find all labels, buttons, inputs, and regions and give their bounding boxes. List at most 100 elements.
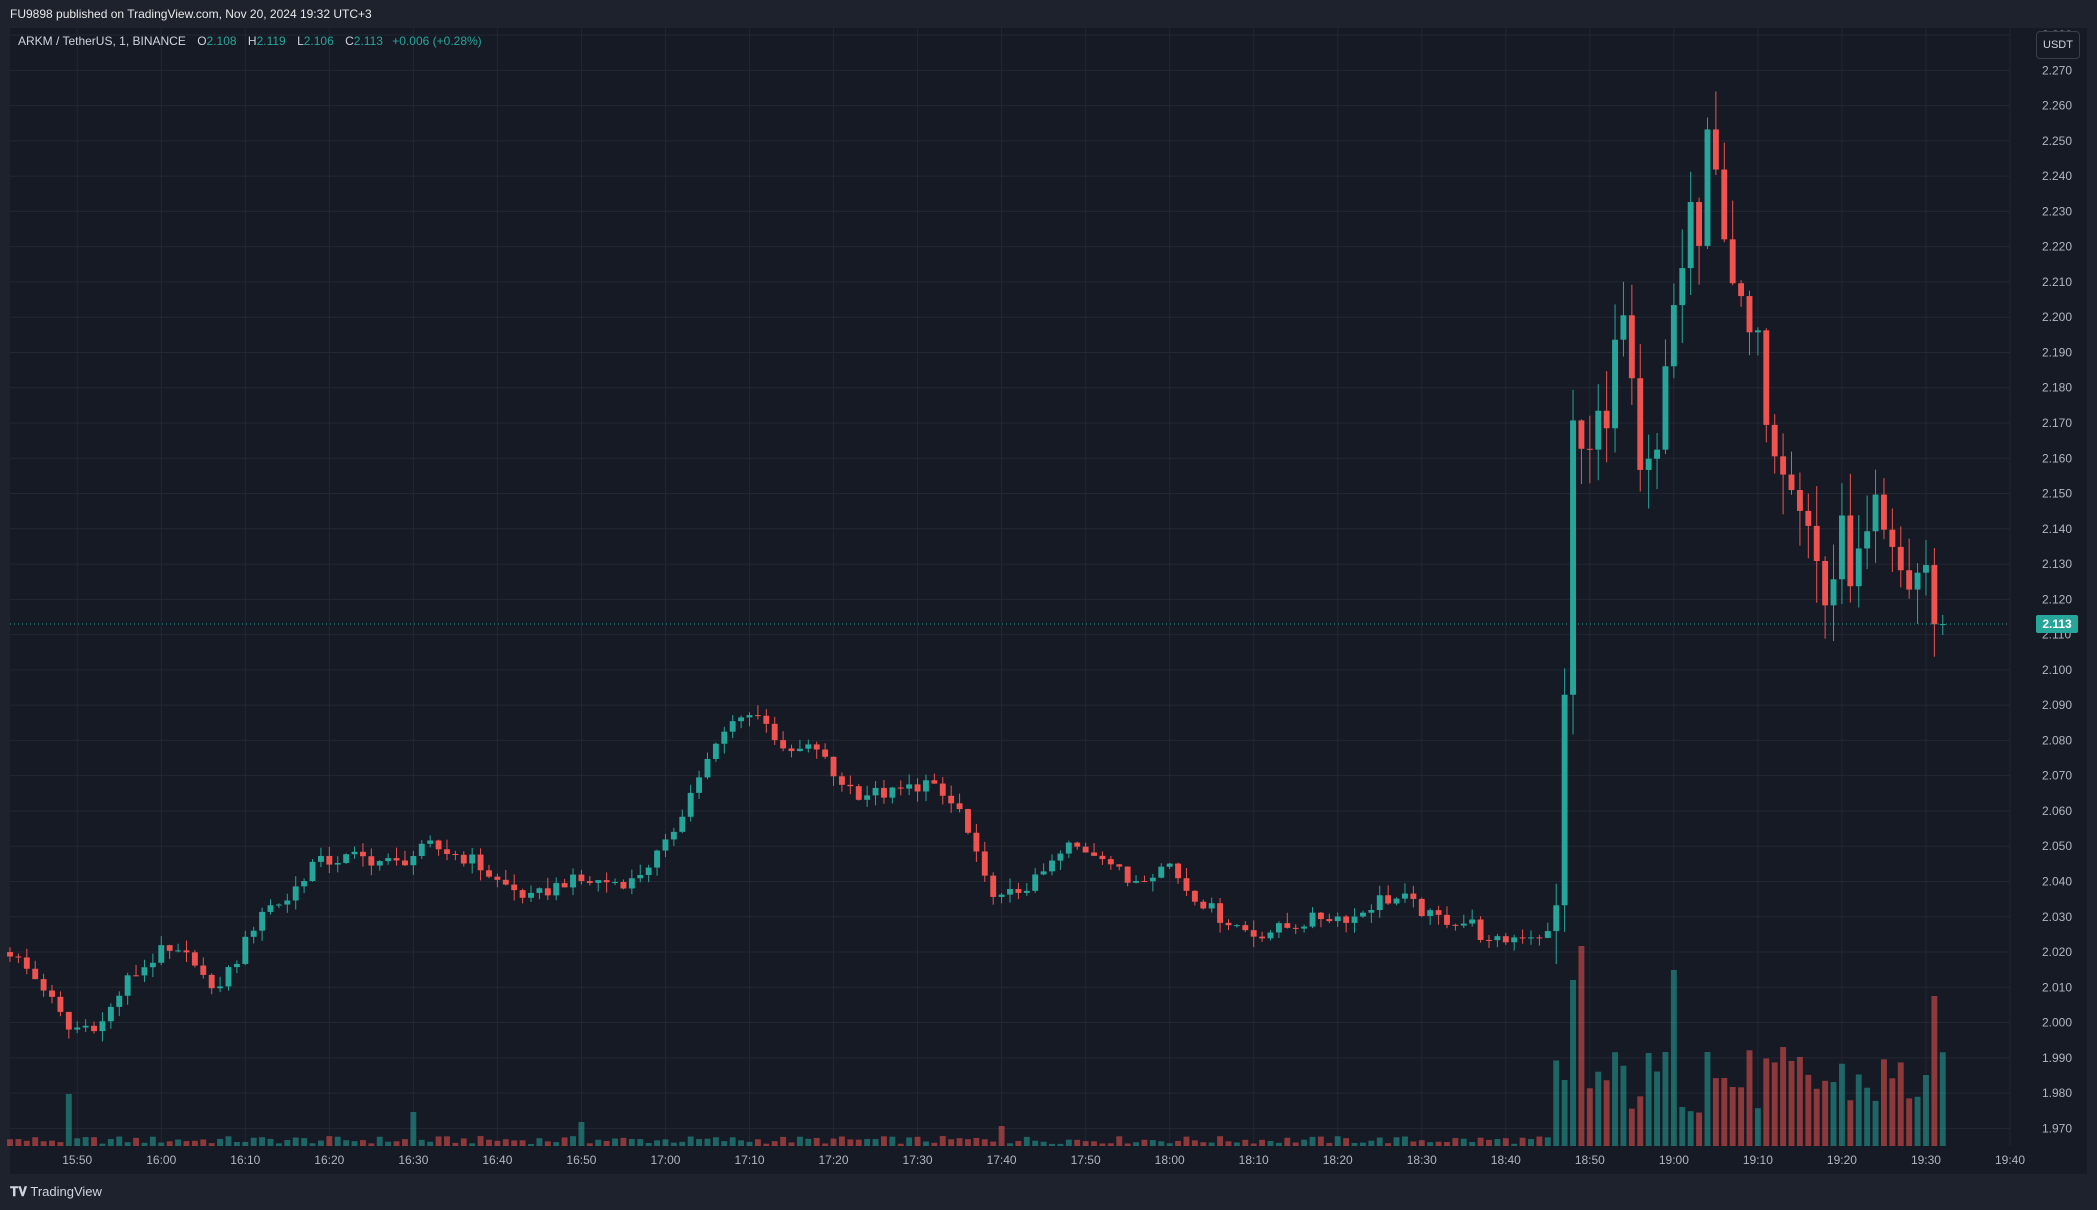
y-tick-label: 2.130 (2042, 557, 2072, 571)
candle-body (1519, 937, 1526, 939)
candle-body (1721, 169, 1728, 240)
candle-body (1368, 910, 1375, 913)
volume-bar (1225, 1141, 1232, 1146)
candle-body (275, 904, 282, 906)
candle-body (796, 748, 803, 752)
volume-bar (360, 1140, 366, 1146)
volume-bar (418, 1139, 425, 1146)
candle-body (1881, 494, 1887, 530)
candle-body (914, 784, 921, 792)
volume-bar (1838, 1063, 1845, 1146)
volume-bar (763, 1143, 770, 1146)
y-tick-label: 2.070 (2042, 769, 2072, 783)
candle-body (1645, 458, 1652, 470)
candle-body (1704, 129, 1711, 246)
candle-body (704, 758, 711, 778)
candle-body (1528, 937, 1534, 939)
volume-bar (385, 1141, 392, 1146)
candle-body (830, 756, 837, 777)
candle-body (1788, 474, 1795, 491)
candle-body (1553, 905, 1560, 932)
y-tick-label: 2.210 (2042, 275, 2072, 289)
volume-bar (368, 1143, 375, 1146)
volume-bar (796, 1136, 803, 1146)
volume-bar (1612, 1052, 1618, 1146)
volume-bar (141, 1142, 148, 1146)
open-value: 2.108 (206, 34, 237, 48)
candle-body (595, 880, 602, 883)
candle-body (679, 816, 686, 832)
candle-body (334, 862, 341, 865)
volume-bar (1309, 1136, 1316, 1146)
candle-body (1040, 871, 1047, 875)
volume-bar (116, 1136, 123, 1146)
candle-body (956, 803, 963, 810)
x-tick-label: 16:10 (230, 1153, 260, 1167)
volume-bar (1267, 1141, 1274, 1146)
x-tick-label: 17:40 (987, 1153, 1017, 1167)
y-tick-label: 2.120 (2042, 592, 2072, 606)
volume-bar (1780, 1047, 1787, 1146)
volume-bar (1343, 1138, 1350, 1146)
candle-body (612, 881, 618, 883)
candle-body (1326, 919, 1333, 922)
candle-body (65, 1011, 72, 1030)
x-tick-label: 17:30 (903, 1153, 933, 1167)
currency-unit-button[interactable]: USDT (2036, 31, 2080, 59)
chart-area[interactable] (10, 28, 2087, 1174)
volume-bar (1376, 1137, 1383, 1146)
candle-body (183, 950, 190, 953)
volume-bar (1183, 1136, 1190, 1146)
candle-body (1536, 937, 1543, 939)
candle-body (1309, 912, 1316, 927)
volume-bar (343, 1140, 350, 1146)
candle-body (855, 786, 862, 800)
volume-bar (1864, 1087, 1871, 1146)
volume-bar (654, 1140, 660, 1146)
candle-body (670, 831, 677, 840)
candle-body (948, 795, 955, 804)
volume-bar (1603, 1080, 1610, 1146)
volume-bar (334, 1136, 341, 1146)
volume-bar (1259, 1139, 1266, 1146)
brand-name[interactable]: TradingView (30, 1184, 102, 1199)
volume-bar (637, 1139, 644, 1146)
volume-bar (1561, 1080, 1568, 1146)
candle-body (40, 979, 47, 991)
candle-body (343, 854, 350, 863)
candle-body (1477, 919, 1484, 940)
candle-body (1116, 864, 1123, 867)
volume-bar (1166, 1143, 1173, 1146)
volume-bar (1897, 1062, 1904, 1146)
candle-body (1452, 924, 1459, 926)
candle-body (1502, 936, 1509, 943)
x-tick-label: 18:50 (1575, 1153, 1605, 1167)
candle-body (166, 945, 173, 951)
volume-bar (620, 1137, 627, 1146)
volume-bar (570, 1136, 576, 1146)
candle-body (931, 780, 938, 784)
volume-bar (99, 1143, 106, 1146)
candle-body (208, 974, 215, 989)
volume-bar (410, 1112, 417, 1146)
candle-body (99, 1021, 106, 1032)
volume-bar (1326, 1142, 1333, 1146)
x-tick-label: 18:30 (1407, 1153, 1437, 1167)
candle-body (645, 867, 652, 876)
volume-bar (107, 1138, 114, 1146)
volume-bar (1250, 1143, 1257, 1146)
candle-body (1402, 893, 1408, 899)
volume-bar (1049, 1143, 1055, 1146)
volume-bar (1763, 1058, 1770, 1146)
candle-body (1746, 296, 1753, 333)
volume-bar (124, 1142, 131, 1146)
volume-bar (1923, 1075, 1929, 1146)
volume-bar (1670, 970, 1677, 1146)
candle-body (721, 731, 728, 744)
volume-bar (696, 1139, 703, 1146)
volume-bar (1906, 1098, 1913, 1146)
candle-body (32, 968, 39, 980)
tradingview-logo-icon[interactable]: 𝐓𝐕 (10, 1185, 27, 1200)
candle-body (200, 965, 207, 975)
